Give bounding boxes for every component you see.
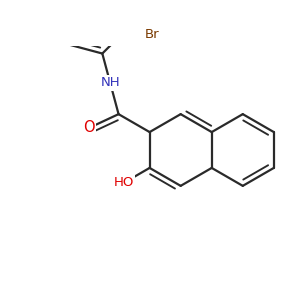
Text: HO: HO [114,176,134,189]
Text: O: O [83,120,95,135]
Text: Br: Br [145,28,159,41]
Text: NH: NH [100,76,120,89]
